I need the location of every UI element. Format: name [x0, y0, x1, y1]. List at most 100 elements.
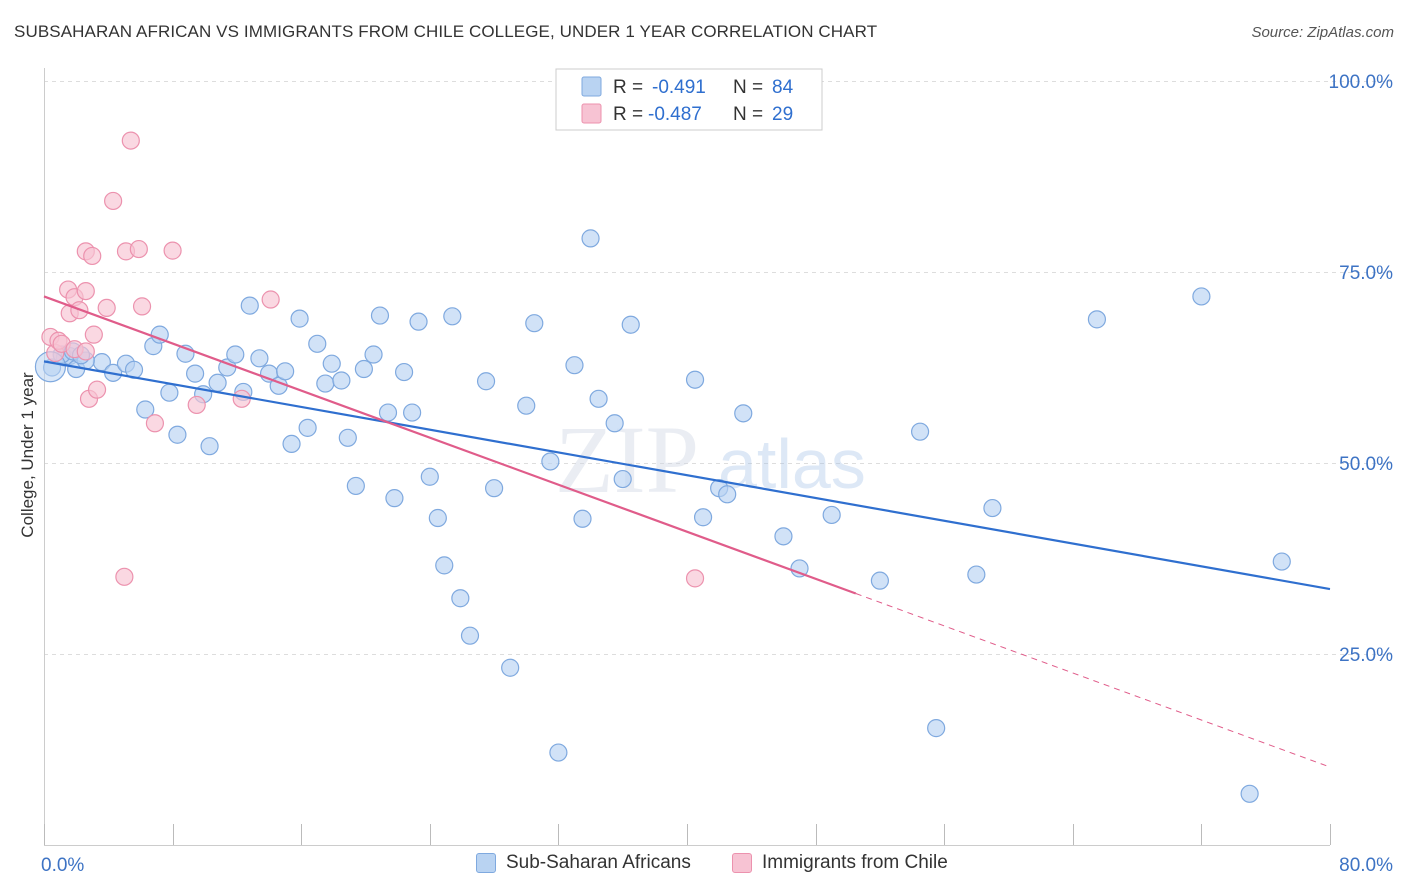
point-sub-saharan-64: [693, 508, 713, 527]
point-sub-saharan-16: [200, 437, 219, 456]
point-sub-saharan-42: [409, 312, 428, 331]
point-sub-saharan-30: [316, 374, 335, 393]
point-chile-28: [685, 569, 705, 588]
point-sub-saharan-60: [605, 414, 624, 433]
legend-item-immigrants-from-chile: Immigrants from Chile: [732, 852, 948, 874]
trend-line-chile: [43, 295, 857, 595]
point-sub-saharan-68: [774, 527, 793, 546]
point-sub-saharan-79: [1272, 552, 1291, 571]
point-sub-saharan-52: [517, 396, 536, 415]
series-sub-saharan-africans: [34, 229, 1291, 803]
point-sub-saharan-41: [403, 403, 422, 422]
source-label: Source: ZipAtlas.com: [1251, 24, 1394, 41]
point-sub-saharan-37: [370, 306, 390, 325]
point-sub-saharan-40: [394, 362, 414, 382]
point-chile-23: [145, 414, 165, 433]
point-sub-saharan-58: [581, 229, 600, 248]
point-sub-saharan-48: [460, 626, 480, 645]
legend-r-label-1: R =: [613, 77, 643, 98]
point-sub-saharan-11: [160, 383, 179, 402]
point-chile-25: [187, 395, 206, 415]
point-sub-saharan-49: [476, 372, 496, 391]
legend-r-value-1: -0.491: [652, 77, 706, 98]
point-chile-21: [129, 239, 148, 259]
point-chile-20: [121, 131, 140, 150]
legend-r-value-2: -0.487: [648, 104, 702, 125]
point-chile-10: [76, 342, 95, 361]
legend-swatch-pink: [581, 103, 602, 124]
grid-lines: [44, 81, 1395, 655]
y-tick-label-1: 50.0%: [1339, 454, 1393, 475]
point-chile-9: [76, 282, 95, 301]
watermark: ZIP atlas: [555, 406, 866, 513]
point-sub-saharan-27: [290, 309, 309, 328]
point-sub-saharan-76: [1087, 310, 1107, 329]
point-sub-saharan-12: [168, 425, 187, 444]
y-axis-label: College, Under 1 year: [18, 372, 37, 538]
legend-top: R = -0.491 N = 84 R = -0.487 N = 29: [555, 68, 823, 131]
series-immigrants-from-chile: [41, 131, 705, 588]
point-chile-17: [104, 191, 123, 211]
point-sub-saharan-73: [927, 719, 946, 738]
point-sub-saharan-50: [485, 479, 504, 498]
point-sub-saharan-25: [276, 362, 295, 381]
point-sub-saharan-67: [734, 404, 753, 423]
point-sub-saharan-43: [420, 467, 439, 486]
y-tick-label-3: 100.0%: [1329, 72, 1394, 93]
point-sub-saharan-77: [1192, 287, 1211, 306]
point-sub-saharan-62: [621, 315, 640, 334]
point-sub-saharan-47: [451, 589, 470, 608]
point-sub-saharan-51: [501, 658, 520, 677]
point-sub-saharan-45: [435, 556, 454, 575]
point-sub-saharan-14: [186, 364, 205, 383]
point-sub-saharan-21: [240, 296, 259, 315]
point-sub-saharan-36: [364, 345, 383, 364]
point-chile-13: [83, 246, 102, 266]
point-sub-saharan-39: [385, 489, 404, 508]
point-sub-saharan-61: [613, 469, 632, 489]
point-chile-14: [84, 325, 103, 344]
x-tick-label-1: 80.0%: [1339, 855, 1393, 876]
y-tick-label-2: 75.0%: [1339, 263, 1393, 284]
point-sub-saharan-46: [443, 307, 462, 326]
legend-n-value-1: 84: [772, 77, 794, 98]
axes: [44, 68, 1331, 846]
watermark-zip: ZIP: [555, 406, 699, 513]
point-sub-saharan-17: [208, 373, 227, 392]
watermark-atlas: atlas: [718, 425, 866, 503]
point-sub-saharan-66: [718, 485, 737, 504]
point-sub-saharan-69: [790, 559, 809, 578]
point-sub-saharan-31: [322, 354, 341, 373]
point-chile-27: [261, 290, 280, 309]
legend-n-label-1: N =: [733, 77, 763, 98]
point-sub-saharan-75: [983, 498, 1002, 518]
point-sub-saharan-22: [250, 349, 269, 368]
point-sub-saharan-59: [589, 389, 608, 408]
point-sub-saharan-74: [967, 565, 986, 584]
trend-lines: [43, 295, 1331, 768]
point-chile-15: [87, 380, 107, 399]
point-chile-18: [115, 567, 134, 586]
legend-r-label-2: R =: [613, 104, 643, 125]
point-sub-saharan-44: [428, 508, 447, 528]
legend-label-sub-saharan-africans: Sub-Saharan Africans: [506, 852, 691, 873]
point-sub-saharan-78: [1240, 784, 1259, 803]
legend-bottom: Sub-Saharan Africans Immigrants from Chi…: [0, 850, 1406, 878]
legend-swatch-immigrants-from-chile: [732, 853, 752, 873]
trend-line-chile-extension: [855, 593, 1331, 768]
point-sub-saharan-55: [549, 743, 568, 762]
chart-title: SUBSAHARAN AFRICAN VS IMMIGRANTS FROM CH…: [14, 22, 878, 41]
legend-n-label-2: N =: [733, 104, 763, 125]
point-sub-saharan-53: [525, 314, 544, 333]
point-sub-saharan-29: [308, 334, 327, 353]
trend-line-sub-saharan: [43, 360, 1331, 591]
point-sub-saharan-19: [226, 345, 245, 364]
point-sub-saharan-34: [346, 476, 365, 496]
point-sub-saharan-70: [822, 505, 841, 525]
tick-labels: 25.0% 50.0% 75.0% 100.0% 0.0% 80.0%: [41, 72, 1393, 876]
point-chile-26: [232, 389, 251, 408]
point-chile-22: [132, 297, 152, 316]
legend-n-value-2: 29: [772, 104, 793, 125]
y-tick-label-0: 25.0%: [1339, 645, 1393, 666]
